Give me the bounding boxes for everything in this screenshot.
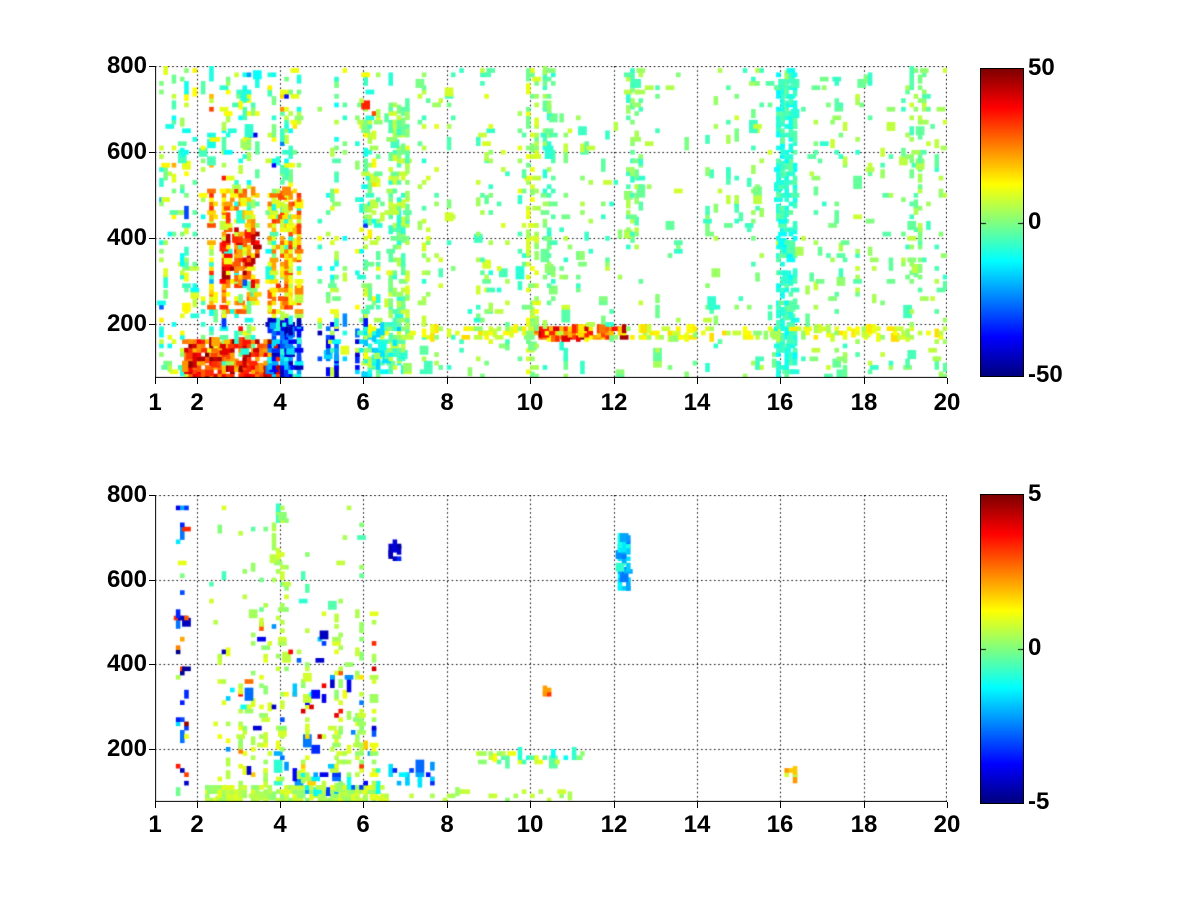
x-tick-label: 20 [933,389,961,416]
x-tick-label: 16 [766,811,794,838]
x-tick-mark [363,378,364,384]
y-tick-mark [149,580,155,581]
x-tick-mark [864,802,865,808]
x-tick-label: 16 [766,389,794,416]
y-tick-label: 200 [106,310,147,337]
x-tick-mark [780,802,781,808]
y-tick-mark [149,152,155,153]
x-tick-mark [947,802,948,808]
x-tick-label: 2 [190,811,204,838]
colorbar-tick-label: 0 [1028,208,1042,235]
x-tick-label: 6 [356,389,370,416]
colorbar-tick-label: 50 [1028,54,1055,81]
x-tick-mark [280,802,281,808]
top-colorbar [980,68,1024,377]
x-tick-mark [530,378,531,384]
y-tick-mark [149,495,155,496]
x-tick-mark [614,802,615,808]
top-colorbar-gradient [981,69,1023,376]
y-tick-mark [149,66,155,67]
x-tick-label: 20 [933,811,961,838]
x-tick-label: 12 [600,811,628,838]
x-tick-mark [363,802,364,808]
x-tick-label: 14 [683,389,711,416]
y-tick-mark [149,749,155,750]
y-tick-label: 800 [106,52,147,79]
x-tick-mark [530,802,531,808]
y-tick-label: 800 [106,481,147,508]
x-tick-mark [947,378,948,384]
x-tick-label: 4 [273,811,287,838]
x-tick-label: 18 [850,811,878,838]
x-tick-mark [697,802,698,808]
x-tick-mark [864,378,865,384]
y-tick-label: 400 [106,650,147,677]
x-tick-label: 10 [516,811,544,838]
y-tick-label: 600 [106,566,147,593]
colorbar-tick-label: 0 [1028,634,1042,661]
x-tick-mark [155,802,156,808]
x-tick-label: 2 [190,389,204,416]
y-tick-label: 400 [106,224,147,251]
bottom-axes [155,495,947,802]
top-heatmap-canvas [155,66,947,378]
x-tick-mark [447,378,448,384]
y-tick-label: 600 [106,138,147,165]
x-tick-label: 1 [148,389,162,416]
x-tick-mark [197,802,198,808]
x-tick-mark [197,378,198,384]
x-tick-mark [447,802,448,808]
x-tick-mark [614,378,615,384]
y-tick-mark [149,324,155,325]
x-tick-label: 18 [850,389,878,416]
x-tick-label: 14 [683,811,711,838]
x-tick-label: 6 [356,811,370,838]
colorbar-tick-label: 5 [1028,480,1042,507]
x-tick-label: 12 [600,389,628,416]
x-tick-label: 8 [440,811,454,838]
x-tick-mark [280,378,281,384]
y-tick-label: 200 [106,735,147,762]
colorbar-tick-label: -50 [1028,361,1063,388]
bottom-colorbar [980,494,1024,804]
x-tick-label: 1 [148,811,162,838]
x-tick-mark [697,378,698,384]
x-tick-mark [780,378,781,384]
x-tick-label: 10 [516,389,544,416]
x-tick-label: 8 [440,389,454,416]
x-tick-label: 4 [273,389,287,416]
x-tick-mark [155,378,156,384]
y-tick-mark [149,664,155,665]
bottom-colorbar-gradient [981,495,1023,803]
y-tick-mark [149,238,155,239]
bottom-heatmap-canvas [155,495,947,802]
top-axes [155,66,947,378]
colorbar-tick-label: -5 [1028,788,1050,815]
